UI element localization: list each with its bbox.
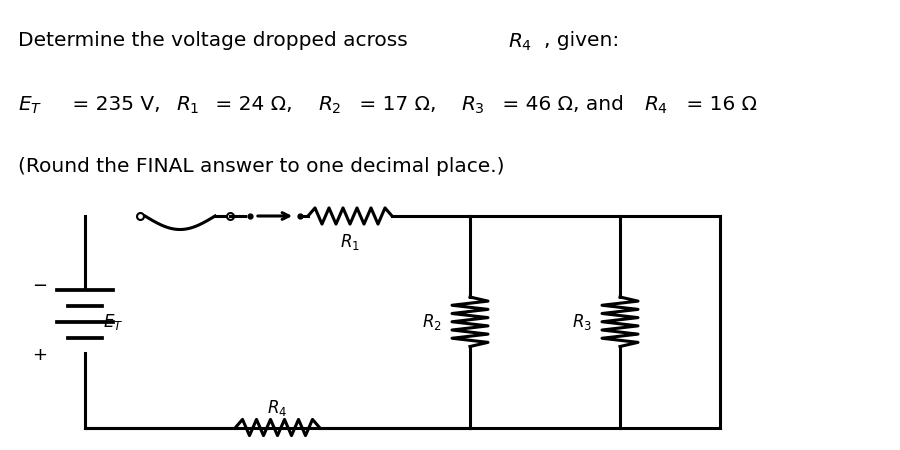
Text: −: − (32, 277, 48, 295)
Text: $R_4$: $R_4$ (644, 94, 669, 116)
Text: $E_T$: $E_T$ (18, 94, 42, 116)
Text: $R_2$: $R_2$ (422, 312, 442, 332)
Text: $R_4$: $R_4$ (267, 398, 288, 418)
Text: $R_1$: $R_1$ (176, 94, 199, 116)
Text: $R_4$: $R_4$ (508, 32, 533, 53)
Text: = 235 V,: = 235 V, (66, 94, 166, 113)
Text: (Round the FINAL answer to one decimal place.): (Round the FINAL answer to one decimal p… (18, 158, 505, 176)
Text: = 46 Ω, and: = 46 Ω, and (496, 94, 630, 113)
Text: +: + (32, 346, 48, 364)
Text: $R_1$: $R_1$ (340, 232, 360, 252)
Text: , given:: , given: (544, 32, 620, 50)
Text: $E_T$: $E_T$ (103, 312, 123, 332)
Text: Determine the voltage dropped across: Determine the voltage dropped across (18, 32, 414, 50)
Text: $R_3$: $R_3$ (572, 312, 592, 332)
Text: $R_3$: $R_3$ (461, 94, 484, 116)
Text: = 17 Ω,: = 17 Ω, (353, 94, 443, 113)
Text: = 24 Ω,: = 24 Ω, (209, 94, 299, 113)
Text: = 16 Ω: = 16 Ω (680, 94, 757, 113)
Text: $R_2$: $R_2$ (318, 94, 341, 116)
